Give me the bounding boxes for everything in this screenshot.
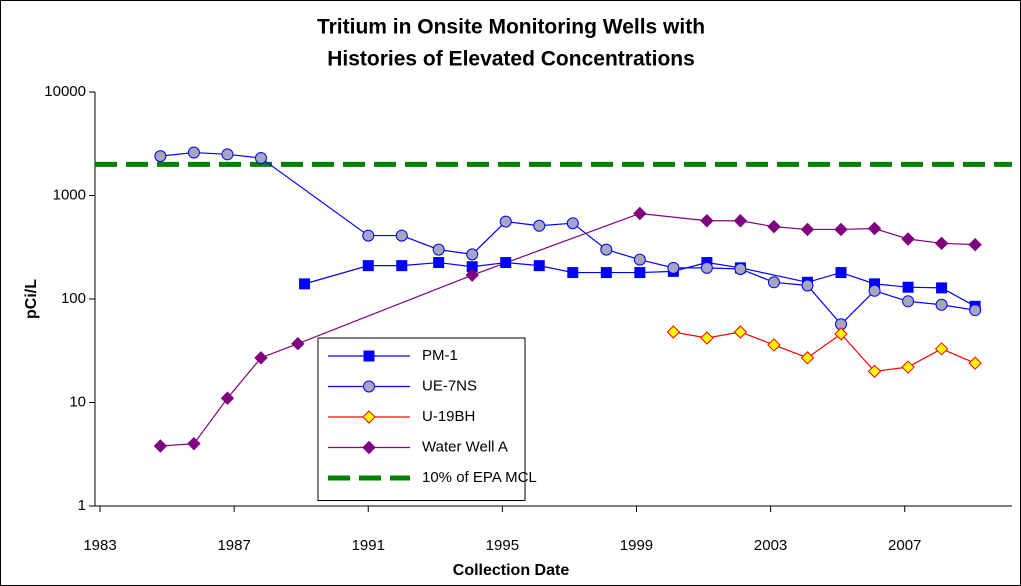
marker bbox=[733, 325, 748, 339]
marker bbox=[801, 279, 814, 292]
marker bbox=[566, 217, 579, 230]
marker bbox=[187, 146, 200, 159]
x-tick-label: 1991 bbox=[352, 537, 385, 554]
y-tick-label: 10000 bbox=[44, 83, 86, 100]
legend-label: Water Well A bbox=[422, 438, 508, 455]
marker bbox=[868, 284, 881, 297]
marker bbox=[800, 351, 815, 365]
marker bbox=[254, 152, 267, 165]
marker bbox=[221, 148, 234, 161]
marker bbox=[867, 364, 882, 379]
marker bbox=[734, 262, 747, 275]
marker bbox=[600, 243, 613, 256]
x-tick-label: 2007 bbox=[888, 537, 921, 554]
x-tick-label: 1983 bbox=[83, 537, 116, 554]
marker bbox=[935, 298, 948, 311]
marker bbox=[466, 248, 479, 261]
x-tick-label: 1999 bbox=[620, 537, 653, 554]
legend-label: PM-1 bbox=[422, 347, 458, 364]
marker bbox=[465, 268, 479, 282]
marker bbox=[700, 214, 714, 228]
marker bbox=[433, 257, 445, 269]
y-tick-label: 10 bbox=[69, 393, 86, 410]
legend-label: U-19BH bbox=[422, 408, 475, 425]
x-axis-title: Collection Date bbox=[453, 562, 570, 579]
marker bbox=[936, 282, 948, 294]
x-tick-label: 1995 bbox=[486, 537, 519, 554]
marker bbox=[835, 267, 847, 279]
marker bbox=[500, 257, 512, 269]
marker bbox=[634, 267, 646, 279]
marker bbox=[362, 410, 376, 424]
marker bbox=[153, 439, 168, 453]
marker bbox=[291, 336, 305, 351]
y-tick-label: 1000 bbox=[53, 186, 86, 203]
marker bbox=[299, 278, 311, 290]
series-line bbox=[673, 331, 976, 372]
x-tick-label: 1987 bbox=[217, 537, 250, 554]
legend-label: UE-7NS bbox=[422, 377, 477, 394]
marker bbox=[633, 253, 646, 266]
marker bbox=[800, 222, 815, 237]
chart-title: Tritium in Onsite Monitoring Wells with bbox=[317, 16, 705, 39]
marker bbox=[968, 356, 982, 370]
marker bbox=[567, 267, 579, 279]
marker bbox=[666, 325, 681, 339]
marker bbox=[220, 391, 235, 405]
marker bbox=[767, 219, 781, 234]
marker bbox=[499, 215, 512, 228]
marker bbox=[362, 260, 374, 272]
marker bbox=[187, 436, 201, 451]
marker bbox=[362, 229, 375, 242]
marker bbox=[733, 214, 748, 228]
marker bbox=[934, 236, 949, 251]
marker bbox=[395, 229, 408, 242]
x-tick-label: 2003 bbox=[754, 537, 787, 554]
marker bbox=[834, 222, 848, 237]
marker bbox=[600, 267, 612, 279]
chart-title: Histories of Elevated Concentrations bbox=[327, 48, 695, 71]
marker bbox=[934, 342, 949, 356]
y-tick-label: 100 bbox=[61, 290, 86, 307]
marker bbox=[700, 261, 713, 274]
marker bbox=[363, 350, 375, 362]
marker bbox=[969, 304, 982, 317]
marker bbox=[867, 221, 882, 236]
legend: PM-1 UE-7NS U-19BH Water Well A 10% of EPA M… bbox=[317, 337, 537, 501]
marker bbox=[700, 331, 714, 345]
marker bbox=[968, 237, 982, 252]
marker bbox=[901, 232, 915, 246]
marker bbox=[834, 327, 848, 341]
marker bbox=[533, 219, 546, 232]
marker bbox=[633, 206, 647, 221]
marker bbox=[667, 261, 680, 274]
legend-label: 10% of EPA MCL bbox=[422, 469, 537, 486]
marker bbox=[396, 260, 408, 272]
marker bbox=[533, 260, 545, 272]
marker bbox=[432, 243, 445, 256]
marker bbox=[767, 338, 781, 352]
marker bbox=[767, 276, 780, 289]
marker bbox=[901, 360, 915, 374]
legend-box bbox=[317, 337, 526, 501]
marker bbox=[902, 281, 914, 293]
y-tick-label: 1 bbox=[78, 497, 86, 514]
series-line bbox=[160, 212, 976, 447]
marker bbox=[362, 440, 376, 455]
marker bbox=[154, 150, 167, 163]
y-axis-title: pCi/L bbox=[23, 279, 40, 319]
marker bbox=[254, 351, 268, 365]
marker bbox=[902, 295, 915, 308]
marker bbox=[363, 380, 375, 393]
